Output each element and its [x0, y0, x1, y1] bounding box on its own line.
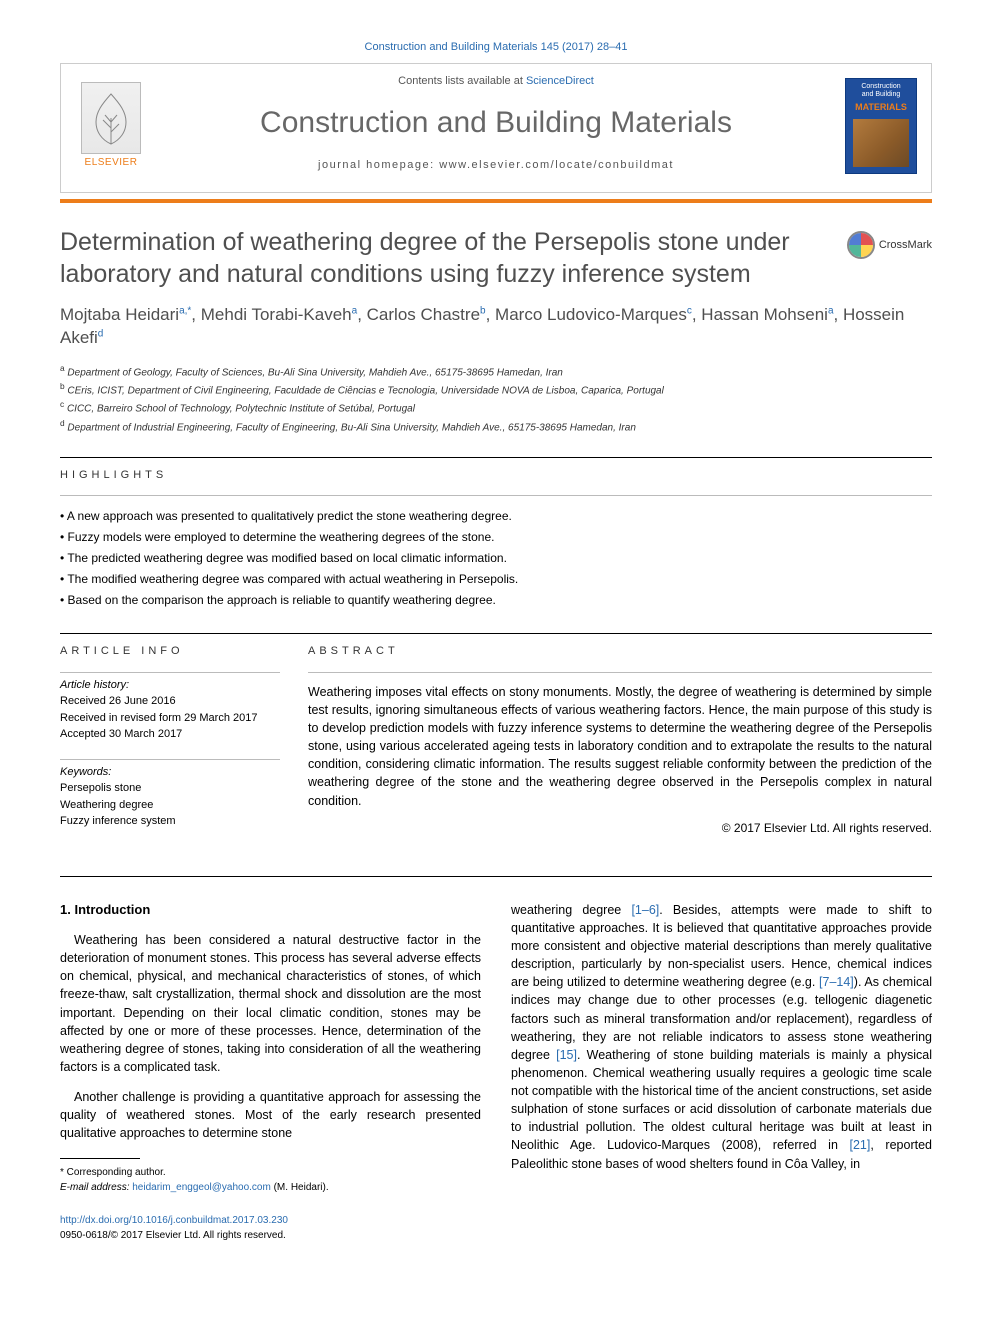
affiliation-list: a Department of Geology, Faculty of Scie…: [60, 362, 932, 435]
info-abstract-row: article info Article history: Received 2…: [60, 644, 932, 845]
highlight-item: Based on the comparison the approach is …: [60, 590, 932, 611]
affiliation: b CEris, ICIST, Department of Civil Engi…: [60, 380, 932, 398]
section-rule: [60, 457, 932, 458]
highlights-label: highlights: [60, 468, 932, 483]
article-info-label: article info: [60, 644, 280, 659]
cover-image-icon: [853, 119, 909, 167]
keywords-heading: Keywords:: [60, 764, 280, 781]
history-line: Received 26 June 2016: [60, 693, 280, 710]
homepage-prefix: journal homepage:: [318, 159, 439, 171]
publisher-name: ELSEVIER: [75, 156, 147, 170]
body-column-right: weathering degree [1–6]. Besides, attemp…: [511, 901, 932, 1244]
citation-line: Construction and Building Materials 145 …: [60, 40, 932, 55]
highlight-item: The modified weathering degree was compa…: [60, 569, 932, 590]
email-label: E-mail address:: [60, 1182, 129, 1193]
affiliation: d Department of Industrial Engineering, …: [60, 417, 932, 435]
footer-block: http://dx.doi.org/10.1016/j.conbuildmat.…: [60, 1213, 481, 1243]
article-history: Article history: Received 26 June 2016Re…: [60, 672, 280, 743]
contents-available: Contents lists available at ScienceDirec…: [75, 74, 917, 89]
crossmark-label: CrossMark: [879, 238, 932, 253]
body-columns: 1. Introduction Weathering has been cons…: [60, 901, 932, 1244]
abstract-column: abstract Weathering imposes vital effect…: [308, 644, 932, 845]
affiliation: c CICC, Barreiro School of Technology, P…: [60, 398, 932, 416]
corresponding-author-footnote: * Corresponding author. E-mail address: …: [60, 1165, 481, 1195]
highlight-item: The predicted weathering degree was modi…: [60, 548, 932, 569]
full-rule: [60, 876, 932, 877]
email-author: (M. Heidari).: [271, 1182, 329, 1193]
body-paragraph: weathering degree [1–6]. Besides, attemp…: [511, 901, 932, 1173]
section-heading: 1. Introduction: [60, 901, 481, 919]
article-info-column: article info Article history: Received 2…: [60, 644, 280, 845]
footnote-rule: [60, 1158, 140, 1159]
history-line: Received in revised form 29 March 2017: [60, 710, 280, 727]
highlight-item: A new approach was presented to qualitat…: [60, 506, 932, 527]
abstract-text: Weathering imposes vital effects on ston…: [308, 683, 932, 810]
corresponding-email-link[interactable]: heidarim_enggeol@yahoo.com: [132, 1182, 271, 1193]
sciencedirect-link[interactable]: ScienceDirect: [526, 75, 594, 87]
page: Construction and Building Materials 145 …: [0, 0, 992, 1283]
orange-divider: [60, 199, 932, 203]
abstract-label: abstract: [308, 644, 932, 659]
cover-line1: Construction: [850, 83, 912, 91]
history-heading: Article history:: [60, 677, 280, 694]
highlight-item: Fuzzy models were employed to determine …: [60, 527, 932, 548]
section-rule: [60, 633, 932, 634]
section-rule-light: [60, 495, 932, 496]
doi-link[interactable]: http://dx.doi.org/10.1016/j.conbuildmat.…: [60, 1215, 288, 1226]
history-line: Accepted 30 March 2017: [60, 726, 280, 743]
keyword: Weathering degree: [60, 797, 280, 814]
crossmark-badge[interactable]: CrossMark: [847, 231, 932, 259]
publisher-logo[interactable]: ELSEVIER: [75, 82, 147, 170]
issn-copyright: 0950-0618/© 2017 Elsevier Ltd. All right…: [60, 1228, 481, 1243]
journal-header: ELSEVIER Contents lists available at Sci…: [60, 63, 932, 193]
cover-line2: and Building: [850, 91, 912, 99]
title-row: Determination of weathering degree of th…: [60, 227, 932, 290]
abstract-copyright: © 2017 Elsevier Ltd. All rights reserved…: [308, 820, 932, 837]
homepage-url[interactable]: www.elsevier.com/locate/conbuildmat: [439, 159, 674, 171]
body-paragraph: Weathering has been considered a natural…: [60, 931, 481, 1076]
keywords-block: Keywords: Persepolis stoneWeathering deg…: [60, 759, 280, 830]
journal-homepage: journal homepage: www.elsevier.com/locat…: [75, 158, 917, 173]
sub-rule: [60, 672, 280, 673]
author-list: Mojtaba Heidaria,*, Mehdi Torabi-Kaveha,…: [60, 304, 932, 350]
cover-line3: MATERIALS: [850, 101, 912, 114]
article-title: Determination of weathering degree of th…: [60, 227, 831, 290]
elsevier-tree-icon: [81, 82, 141, 154]
journal-cover-thumbnail[interactable]: Construction and Building MATERIALS: [845, 78, 917, 174]
journal-title: Construction and Building Materials: [75, 102, 917, 144]
affiliation: a Department of Geology, Faculty of Scie…: [60, 362, 932, 380]
crossmark-icon: [847, 231, 875, 259]
keyword: Fuzzy inference system: [60, 813, 280, 830]
keyword: Persepolis stone: [60, 780, 280, 797]
contents-prefix: Contents lists available at: [398, 75, 526, 87]
body-paragraph: Another challenge is providing a quantit…: [60, 1088, 481, 1142]
corresponding-label: * Corresponding author.: [60, 1165, 481, 1180]
section-rule-light: [308, 672, 932, 673]
highlights-list: A new approach was presented to qualitat…: [60, 506, 932, 611]
body-column-left: 1. Introduction Weathering has been cons…: [60, 901, 481, 1244]
sub-rule: [60, 759, 280, 760]
